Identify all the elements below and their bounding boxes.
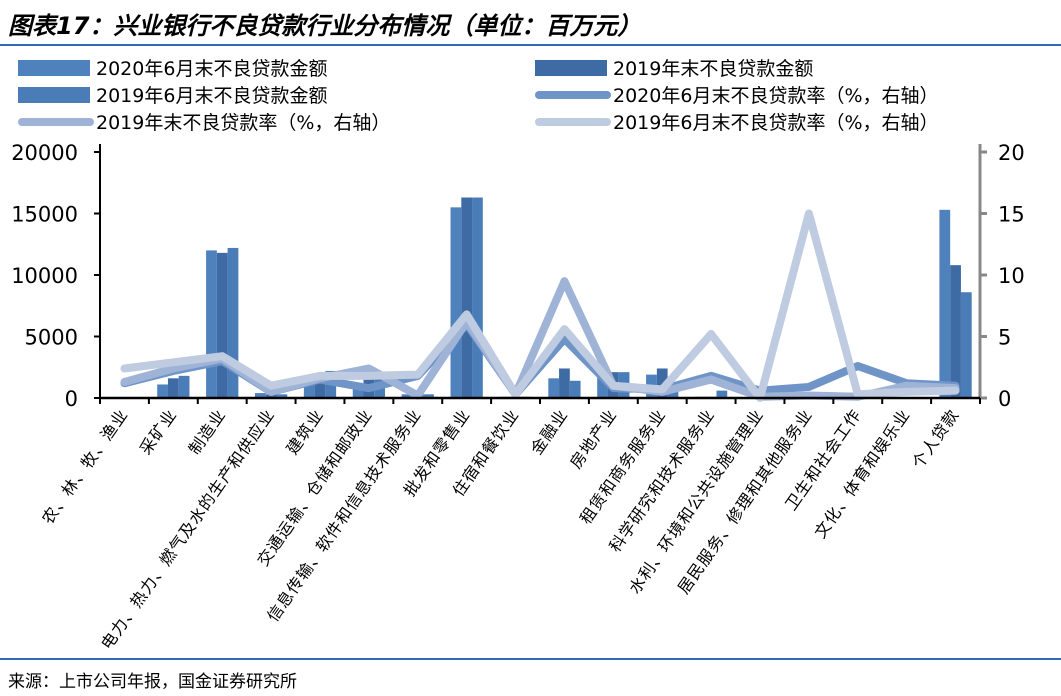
legend-item: 2019年末不良贷款率（%，右轴）: [18, 112, 390, 134]
bottom-rule: [0, 658, 1061, 660]
bar: [667, 391, 679, 398]
bar: [227, 247, 239, 398]
x-tick-label: 农、林、牧、渔业: [38, 405, 132, 527]
bar: [548, 378, 560, 398]
legend-swatch-bar: [535, 60, 607, 76]
y-right-tick-label: 15: [998, 203, 1025, 227]
x-tick-label: 文化、体育和娱乐业: [811, 405, 914, 541]
x-tick-label: 采矿业: [136, 405, 181, 458]
x-tick-label: 租赁和商务服务业: [576, 405, 670, 527]
x-tick-label: 个人贷款: [908, 405, 963, 472]
y-left-tick-label: 15000: [11, 203, 78, 227]
rate-line: [120, 277, 960, 401]
bar: [167, 378, 179, 398]
y-left-tick-label: 5000: [25, 326, 78, 350]
x-tick-label: 建筑业: [282, 405, 327, 458]
legend-item: 2020年6月末不良贷款金额: [18, 58, 327, 80]
bar: [352, 385, 364, 398]
legend-label: 2019年末不良贷款金额: [613, 58, 813, 80]
bar: [960, 292, 972, 398]
chart-title: 图表17：兴业银行不良贷款行业分布情况（单位：百万元）: [8, 12, 642, 40]
bar: [157, 384, 168, 398]
legend-item: 2019年6月末不良贷款率（%，右轴）: [535, 112, 939, 134]
x-tick-label: 金融业: [527, 405, 572, 458]
legend-label: 2020年6月末不良贷款金额: [96, 58, 327, 80]
x-tick-label: 房地产业: [566, 405, 621, 472]
x-tick-label: 制造业: [185, 405, 230, 458]
bar: [401, 394, 413, 398]
legend-label: 2020年6月末不良贷款率（%，右轴）: [613, 85, 939, 107]
y-right-tick-label: 0: [998, 387, 1011, 411]
bar: [939, 209, 951, 398]
bar: [461, 197, 473, 398]
bar: [178, 375, 190, 398]
bar: [265, 394, 277, 398]
bar: [423, 394, 434, 398]
bar: [656, 368, 668, 398]
bar: [472, 197, 483, 398]
legend-label: 2019年末不良贷款率（%，右轴）: [96, 112, 390, 134]
y-left-tick-label: 10000: [11, 264, 78, 288]
bar: [314, 373, 326, 398]
bar: [276, 394, 288, 398]
legend-swatch-bar: [18, 87, 90, 103]
bar: [216, 252, 228, 398]
y-left-tick-label: 20000: [11, 141, 78, 165]
top-rule: [0, 44, 1061, 46]
bar: [206, 250, 217, 398]
bar: [569, 380, 581, 398]
bar: [716, 390, 728, 398]
bar: [450, 207, 462, 398]
legend-item: 2019年6月末不良贷款金额: [18, 85, 327, 107]
source-note: 来源：上市公司年报，国金证券研究所: [8, 672, 297, 692]
bar: [303, 379, 315, 398]
bar: [254, 393, 266, 398]
y-right-tick-label: 10: [998, 264, 1025, 288]
y-right-tick-label: 20: [998, 141, 1025, 165]
bar: [597, 375, 608, 398]
legend-item: 2020年6月末不良贷款率（%，右轴）: [535, 85, 939, 107]
legend-swatch-bar: [18, 60, 90, 76]
y-left-tick-label: 0: [65, 387, 78, 411]
bar: [950, 265, 961, 398]
bar: [559, 368, 570, 398]
y-right-tick-label: 5: [998, 326, 1011, 350]
legend-label: 2019年6月末不良贷款率（%，右轴）: [613, 112, 939, 134]
rate-line: [120, 209, 960, 402]
legend-item: 2019年末不良贷款金额: [535, 58, 813, 80]
legend-label: 2019年6月末不良贷款金额: [96, 85, 327, 107]
